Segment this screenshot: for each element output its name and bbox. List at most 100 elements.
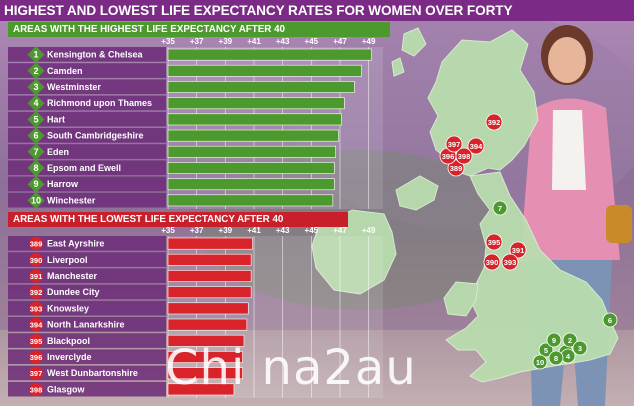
highest-life-expectancy-chart: +35 +37 +39 +41 +43 +45 +47 +49 1 Kensington & Ch… (8, 37, 383, 209)
map-marker-label: 10 (536, 358, 544, 367)
row-label-bg (8, 236, 166, 251)
rank-number: 10 (31, 195, 41, 205)
map-marker-red (485, 113, 503, 131)
row-label-bg (8, 63, 166, 78)
category-label: Blackpool (47, 336, 90, 346)
rank-badge (27, 46, 45, 64)
rank-badge (29, 285, 43, 299)
map-marker-green (602, 312, 618, 328)
bar (167, 81, 355, 93)
tick-label: +43 (276, 37, 290, 46)
row-label-bg (8, 317, 166, 332)
rank-number: 390 (30, 256, 43, 265)
bar (167, 334, 245, 347)
tick-label: +39 (219, 37, 233, 46)
map-marker-label: 398 (458, 152, 471, 161)
rank-number: 389 (30, 240, 43, 249)
bar (167, 237, 253, 250)
rank-number: 397 (30, 369, 43, 378)
map-marker-red (447, 159, 465, 177)
rank-badge (29, 334, 43, 348)
map-marker-red (483, 253, 501, 271)
row-label-bg (8, 111, 166, 127)
category-label: East Ayrshire (47, 239, 104, 249)
bar (167, 351, 243, 363)
rank-number: 394 (30, 321, 43, 330)
bar (167, 64, 362, 77)
tick-label: +37 (190, 226, 204, 235)
rank-badge (29, 253, 43, 267)
rank-badge (29, 382, 43, 397)
row-label-bg (8, 284, 166, 300)
row-label-bg (8, 381, 166, 397)
rank-badge (29, 301, 43, 316)
rank-number: 391 (30, 272, 43, 281)
category-label: Dundee City (47, 287, 100, 297)
bar (167, 48, 372, 61)
row-label-bg (8, 79, 166, 95)
map-marker-label: 5 (544, 346, 548, 355)
category-label: West Dunbartonshire (47, 368, 138, 378)
rank-number: 7 (33, 147, 38, 157)
row-label-bg (8, 192, 166, 208)
map-marker-green (538, 342, 554, 358)
category-label: Manchester (47, 271, 98, 281)
row-label-bg (8, 333, 166, 348)
row-label-bg (8, 47, 166, 62)
category-label: Camden (47, 66, 83, 76)
row-label-bg (8, 128, 166, 143)
map-marker-label: 395 (488, 238, 501, 247)
bar (167, 145, 336, 158)
rank-badge (27, 127, 45, 145)
map-marker-label: 397 (448, 140, 461, 149)
rank-number: 6 (33, 131, 38, 141)
map-marker-label: 6 (608, 316, 612, 325)
category-label: Knowsley (47, 303, 89, 313)
bar (167, 302, 249, 315)
rank-number: 398 (30, 385, 43, 394)
bar (167, 113, 342, 126)
rank-number: 392 (30, 288, 43, 297)
category-label: Harrow (47, 179, 79, 189)
rank-number: 3 (33, 82, 38, 92)
map-marker-label: 3 (578, 344, 582, 353)
highest-section-header: AREAS WITH THE HIGHEST LIFE EXPECTANCY A… (8, 22, 390, 37)
category-label: South Cambridgeshire (47, 131, 144, 141)
map-marker-label: 390 (486, 258, 499, 267)
bar (167, 367, 243, 380)
bar (167, 318, 248, 331)
rank-badge (27, 110, 45, 128)
bar (167, 383, 235, 396)
category-label: Epsom and Ewell (47, 163, 121, 173)
row-label-bg (8, 252, 166, 267)
rank-badge (29, 317, 43, 332)
tick-label: +45 (305, 226, 319, 235)
rank-badge (29, 269, 43, 283)
map-marker-label: 396 (442, 152, 455, 161)
map-marker-label: 9 (552, 336, 556, 345)
rank-number: 396 (30, 353, 43, 362)
row-label-bg (8, 160, 166, 176)
rank-number: 395 (30, 337, 43, 346)
map-marker-label: 4 (566, 352, 571, 361)
rank-badge (29, 366, 43, 380)
rank-badge (27, 78, 45, 96)
category-label: Inverclyde (47, 352, 92, 362)
rank-number: 8 (33, 163, 38, 173)
row-label-bg (8, 268, 166, 284)
category-label: Kensington & Chelsea (47, 50, 144, 60)
map-marker-label: 391 (512, 246, 525, 255)
page-title: HIGHEST AND LOWEST LIFE EXPECTANCY RATES… (0, 0, 634, 21)
tick-label: +37 (190, 37, 204, 46)
row-label-bg (8, 144, 166, 159)
tick-label: +39 (219, 226, 233, 235)
rank-number: 4 (33, 98, 38, 108)
tick-label: +47 (333, 37, 347, 46)
map-marker-red (501, 253, 519, 271)
map-marker-green (548, 350, 564, 366)
map-marker-red (467, 137, 485, 155)
bar (167, 253, 252, 266)
bar (167, 178, 335, 191)
bar (167, 286, 252, 299)
